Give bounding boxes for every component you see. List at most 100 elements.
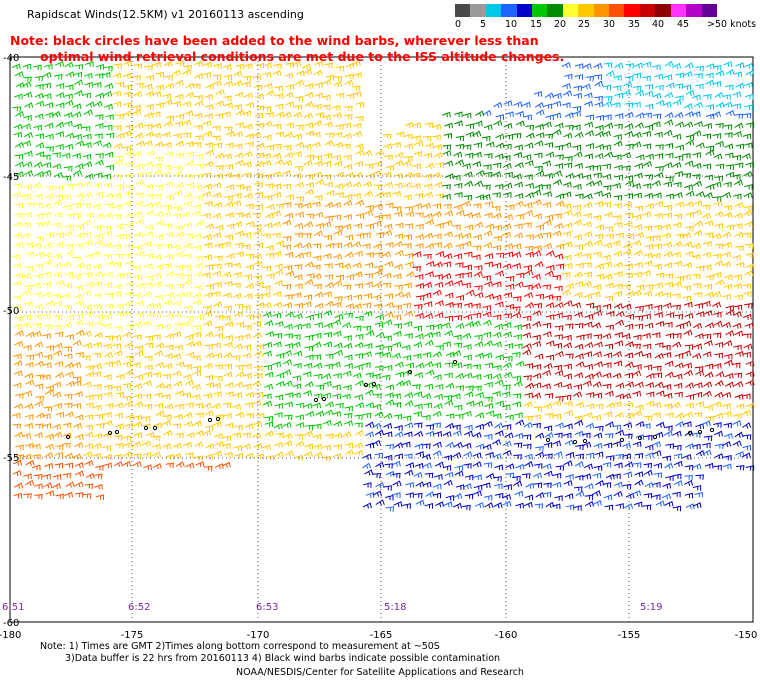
wind-barb (573, 384, 582, 390)
wind-barb (345, 274, 355, 280)
wind-barb (573, 251, 583, 259)
wind-barb (292, 60, 302, 68)
wind-barb (732, 130, 742, 138)
wind-barb (312, 402, 321, 409)
wind-barb (575, 262, 584, 269)
wind-barb (203, 242, 213, 249)
wind-barb (543, 470, 553, 477)
wind-barb (353, 223, 363, 229)
wind-barb (484, 402, 494, 409)
wind-barb (32, 330, 42, 337)
wind-barb (205, 382, 214, 388)
wind-barb (693, 412, 703, 418)
wind-barb (204, 453, 213, 460)
wind-barb (354, 422, 363, 428)
wind-barb (635, 434, 645, 440)
wind-barb (175, 432, 184, 439)
wind-barb (432, 362, 442, 368)
wind-barb (501, 404, 511, 410)
wind-barb (475, 169, 485, 177)
wind-barb (194, 455, 203, 462)
wind-barb (472, 160, 482, 167)
wind-barb (133, 321, 143, 328)
wind-barb (415, 499, 425, 506)
wind-barb (732, 254, 741, 261)
wind-barb (73, 182, 83, 189)
wind-barb (523, 292, 533, 299)
wind-barb (134, 231, 144, 238)
wind-barb (85, 61, 94, 67)
wind-barb (642, 143, 652, 150)
wind-barb (614, 62, 624, 69)
wind-barb (585, 452, 595, 459)
wind-barb (705, 322, 715, 329)
wind-barb (322, 253, 332, 260)
wind-barb (203, 362, 213, 369)
wind-barb (162, 323, 172, 330)
wind-barb (14, 183, 23, 189)
wind-barb (145, 150, 155, 157)
wind-barb (254, 365, 263, 372)
wind-barb (442, 261, 451, 268)
wind-barb (182, 132, 192, 139)
wind-barb (241, 333, 251, 340)
wind-barb (622, 303, 632, 310)
wind-barb (463, 302, 473, 309)
wind-barb (413, 353, 422, 359)
wind-barb (434, 393, 443, 400)
wind-barb (414, 273, 424, 280)
wind-barb (61, 293, 71, 300)
wind-barb (624, 433, 633, 440)
wind-barb (712, 272, 722, 278)
wind-barb (543, 362, 553, 370)
wind-barb (55, 131, 65, 137)
wind-barb (735, 143, 744, 150)
wind-barb (304, 278, 314, 286)
wind-barb (203, 465, 213, 472)
wind-barb (684, 312, 694, 319)
wind-barb (444, 292, 454, 299)
wind-barb (402, 303, 412, 309)
wind-barb (384, 154, 393, 161)
wind-barb (64, 271, 74, 278)
wind-barb (405, 362, 415, 369)
wind-barb (654, 282, 663, 288)
wind-barb (242, 244, 251, 250)
wind-barb (194, 73, 204, 80)
wind-barb (444, 315, 454, 322)
wind-barb (444, 280, 454, 287)
wind-barb (33, 161, 43, 168)
wind-barb (552, 112, 562, 119)
wind-barb (521, 473, 531, 479)
wind-barb (162, 393, 171, 400)
wind-barb (95, 153, 104, 159)
wind-barb (735, 451, 745, 458)
wind-barb (733, 274, 743, 280)
wind-barb (35, 170, 45, 178)
wind-barb (103, 323, 112, 329)
wind-barb (231, 173, 241, 180)
wind-barb (492, 262, 502, 269)
footnote-line-2: 3)Data buffer is 22 hrs from 20160113 4)… (65, 653, 501, 664)
wind-barb (192, 292, 203, 299)
wind-barb (742, 133, 752, 140)
wind-barb (542, 232, 552, 238)
wind-barb (543, 242, 553, 249)
wind-barb (664, 425, 673, 432)
wind-barb (375, 331, 385, 339)
wind-barb (505, 472, 515, 479)
wind-barb (223, 305, 232, 312)
wind-barb (694, 302, 703, 309)
wind-barb (534, 463, 543, 469)
wind-barb (323, 309, 333, 317)
wind-barb (53, 402, 63, 409)
wind-barb (344, 234, 354, 241)
wind-barb (624, 461, 634, 468)
wind-barb (273, 63, 282, 70)
wind-barb (205, 283, 214, 290)
wind-barb (563, 373, 572, 380)
wind-barb (184, 379, 194, 387)
wind-barb (732, 193, 742, 200)
wind-barb (404, 206, 414, 212)
